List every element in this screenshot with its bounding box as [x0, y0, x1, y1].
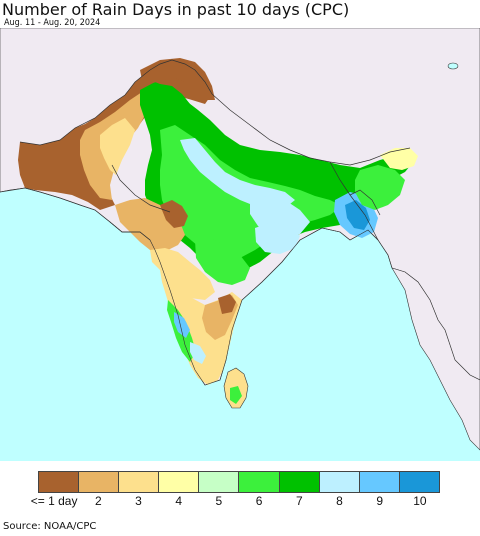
- legend-swatch: [79, 472, 120, 492]
- legend-swatch: [119, 472, 160, 492]
- legend-labels: <= 1 day 2 3 4 5 6 7 8 9 10: [31, 494, 440, 510]
- legend-label: 10: [413, 494, 427, 508]
- region-south-brown: [218, 294, 236, 314]
- legend-swatch: [359, 472, 400, 492]
- region-southwest-blue: [174, 312, 190, 338]
- legend-label: 8: [336, 494, 343, 508]
- source-credit: Source: NOAA/CPC: [3, 521, 97, 532]
- legend-label: 4: [175, 494, 183, 508]
- region-central-yellow: [150, 248, 215, 300]
- legend-label: 3: [135, 494, 142, 508]
- legend-swatch: [159, 472, 200, 492]
- legend-bar: [38, 471, 440, 493]
- region-central-cyan: [255, 222, 300, 254]
- region-cyan-patch-1: [180, 138, 295, 210]
- legend-swatch: [279, 472, 320, 492]
- legend-swatch: [319, 472, 360, 492]
- legend-label: 7: [295, 494, 303, 508]
- region-kashmir-brown: [140, 58, 215, 100]
- border-lines: [0, 59, 411, 241]
- region-srilanka-green: [230, 386, 242, 404]
- legend-label: 5: [215, 494, 223, 508]
- map-title: Number of Rain Days in past 10 days (CPC…: [2, 0, 350, 19]
- legend-label: 2: [94, 494, 102, 508]
- region-central-brown: [160, 200, 188, 228]
- region-yellow-nw: [100, 118, 135, 175]
- region-northeast-green: [355, 165, 405, 210]
- region-southwest-cyan: [190, 342, 206, 364]
- legend-swatch: [39, 472, 80, 492]
- legend-label: 9: [376, 494, 384, 508]
- rain-days-map: [0, 28, 480, 461]
- map-subtitle: Aug. 11 - Aug. 20, 2024: [4, 18, 101, 28]
- legend-label: 6: [255, 494, 263, 508]
- region-central-green: [195, 238, 250, 285]
- region-darkblue-patch-ne: [345, 200, 370, 230]
- legend-swatch: [399, 472, 439, 492]
- myanmar-coast: [391, 267, 480, 451]
- legend-swatch: [199, 472, 240, 492]
- region-kashmir-green: [148, 84, 192, 124]
- lake-marker: [447, 62, 459, 70]
- coastline: [109, 221, 393, 386]
- region-northeast-yellow: [380, 148, 418, 170]
- legend-label: <= 1 day: [30, 494, 78, 508]
- legend-swatch: [239, 472, 280, 492]
